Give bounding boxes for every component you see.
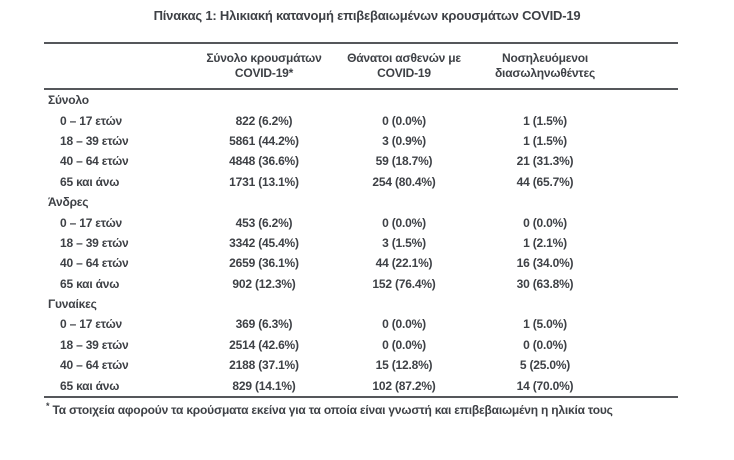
intubated-cell: 5 (25.0%) bbox=[519, 358, 571, 373]
cases-cell: 2514 (42.6%) bbox=[229, 337, 299, 352]
table-footnote: * Τα στοιχεία αφορούν τα κρούσματα εκείν… bbox=[46, 398, 706, 418]
age-cell: 0 – 17 ετών bbox=[60, 113, 123, 128]
intubated-cell: 1 (1.5%) bbox=[523, 133, 567, 148]
cases-cell: 822 (6.2%) bbox=[235, 113, 293, 128]
cases-cell: 2659 (36.1%) bbox=[229, 256, 299, 271]
section-row-men: Άνδρες bbox=[44, 192, 678, 212]
table-row: 0 – 17 ετών 453 (6.2%) 0 (0.0%) 0 (0.0%) bbox=[44, 212, 678, 232]
deaths-cell: 102 (87.2%) bbox=[372, 378, 436, 393]
section-row-women: Γυναίκες bbox=[44, 294, 678, 314]
cases-cell: 1731 (13.1%) bbox=[229, 174, 299, 189]
header-deaths: Θάνατοι ασθενών με COVID-19 bbox=[344, 51, 464, 81]
cases-cell: 2188 (37.1%) bbox=[229, 358, 299, 373]
age-cell: 40 – 64 ετών bbox=[60, 154, 129, 169]
intubated-cell: 1 (5.0%) bbox=[523, 317, 567, 332]
cases-cell: 829 (14.1%) bbox=[232, 378, 296, 393]
header-deaths-line2: COVID-19 bbox=[377, 66, 431, 80]
section-label: Σύνολο bbox=[48, 93, 89, 108]
age-cell: 0 – 17 ετών bbox=[60, 317, 123, 332]
deaths-cell: 0 (0.0%) bbox=[382, 113, 426, 128]
table-row: 18 – 39 ετών 5861 (44.2%) 3 (0.9%) 1 (1.… bbox=[44, 131, 678, 151]
intubated-cell: 21 (31.3%) bbox=[516, 154, 574, 169]
deaths-cell: 3 (0.9%) bbox=[382, 133, 426, 148]
header-total-cases: Σύνολο κρουσμάτων COVID-19* bbox=[184, 51, 344, 81]
header-intubated: Νοσηλευόμενοι διασωληνωθέντες bbox=[464, 51, 626, 81]
age-cell: 40 – 64 ετών bbox=[60, 358, 129, 373]
intubated-cell: 14 (70.0%) bbox=[516, 378, 574, 393]
age-cell: 40 – 64 ετών bbox=[60, 256, 129, 271]
table-row: 40 – 64 ετών 4848 (36.6%) 59 (18.7%) 21 … bbox=[44, 151, 678, 171]
header-deaths-line1: Θάνατοι ασθενών με bbox=[347, 51, 461, 65]
header-total-cases-line2: COVID-19* bbox=[234, 66, 294, 80]
table-row: 65 και άνω 902 (12.3%) 152 (76.4%) 30 (6… bbox=[44, 274, 678, 294]
section-label: Άνδρες bbox=[48, 195, 89, 210]
table-row: 0 – 17 ετών 369 (6.3%) 0 (0.0%) 1 (5.0%) bbox=[44, 314, 678, 334]
age-cell: 0 – 17 ετών bbox=[60, 215, 123, 230]
table-header-row: Σύνολο κρουσμάτων COVID-19* Θάνατοι ασθε… bbox=[44, 44, 678, 88]
age-cell: 65 και άνω bbox=[60, 174, 120, 189]
deaths-cell: 3 (1.5%) bbox=[382, 235, 426, 250]
deaths-cell: 152 (76.4%) bbox=[372, 276, 436, 291]
covid-age-distribution-table: Σύνολο κρουσμάτων COVID-19* Θάνατοι ασθε… bbox=[44, 42, 678, 398]
deaths-cell: 0 (0.0%) bbox=[382, 317, 426, 332]
section-label: Γυναίκες bbox=[48, 297, 97, 312]
intubated-cell: 16 (34.0%) bbox=[516, 256, 574, 271]
cases-cell: 3342 (45.4%) bbox=[229, 235, 299, 250]
deaths-cell: 0 (0.0%) bbox=[382, 337, 426, 352]
deaths-cell: 0 (0.0%) bbox=[382, 215, 426, 230]
footnote-text: Τα στοιχεία αφορούν τα κρούσματα εκείνα … bbox=[52, 403, 613, 417]
table-body: Σύνολο 0 – 17 ετών 822 (6.2%) 0 (0.0%) 1… bbox=[44, 90, 678, 396]
intubated-cell: 30 (63.8%) bbox=[516, 276, 574, 291]
age-cell: 18 – 39 ετών bbox=[60, 133, 129, 148]
header-intubated-line1: Νοσηλευόμενοι bbox=[502, 51, 588, 65]
table-top-rule bbox=[44, 42, 678, 44]
footnote-asterisk: * bbox=[46, 401, 50, 411]
deaths-cell: 15 (12.8%) bbox=[375, 358, 433, 373]
table-row: 18 – 39 ετών 2514 (42.6%) 0 (0.0%) 0 (0.… bbox=[44, 335, 678, 355]
intubated-cell: 44 (65.7%) bbox=[516, 174, 574, 189]
table-row: 18 – 39 ετών 3342 (45.4%) 3 (1.5%) 1 (2.… bbox=[44, 233, 678, 253]
cases-cell: 902 (12.3%) bbox=[232, 276, 296, 291]
age-cell: 18 – 39 ετών bbox=[60, 337, 129, 352]
intubated-cell: 0 (0.0%) bbox=[523, 215, 567, 230]
deaths-cell: 44 (22.1%) bbox=[375, 256, 433, 271]
table-row: 40 – 64 ετών 2659 (36.1%) 44 (22.1%) 16 … bbox=[44, 253, 678, 273]
table-row: 65 και άνω 1731 (13.1%) 254 (80.4%) 44 (… bbox=[44, 172, 678, 192]
age-cell: 18 – 39 ετών bbox=[60, 235, 129, 250]
cases-cell: 453 (6.2%) bbox=[235, 215, 293, 230]
age-cell: 65 και άνω bbox=[60, 378, 120, 393]
deaths-cell: 254 (80.4%) bbox=[372, 174, 436, 189]
table-header-rule bbox=[44, 88, 678, 90]
cases-cell: 369 (6.3%) bbox=[235, 317, 293, 332]
intubated-cell: 1 (2.1%) bbox=[523, 235, 567, 250]
table-title: Πίνακας 1: Ηλικιακή κατανομή επιβεβαιωμέ… bbox=[153, 8, 581, 23]
cases-cell: 5861 (44.2%) bbox=[229, 133, 299, 148]
table-bottom-rule bbox=[44, 395, 678, 398]
table-row: 0 – 17 ετών 822 (6.2%) 0 (0.0%) 1 (1.5%) bbox=[44, 110, 678, 130]
intubated-cell: 0 (0.0%) bbox=[523, 337, 567, 352]
age-cell: 65 και άνω bbox=[60, 276, 120, 291]
table-row: 40 – 64 ετών 2188 (37.1%) 15 (12.8%) 5 (… bbox=[44, 355, 678, 375]
intubated-cell: 1 (1.5%) bbox=[523, 113, 567, 128]
section-row-total: Σύνολο bbox=[44, 90, 678, 110]
header-total-cases-line1: Σύνολο κρουσμάτων bbox=[206, 51, 322, 65]
deaths-cell: 59 (18.7%) bbox=[375, 154, 433, 169]
table-row: 65 και άνω 829 (14.1%) 102 (87.2%) 14 (7… bbox=[44, 375, 678, 395]
header-intubated-line2: διασωληνωθέντες bbox=[494, 66, 595, 80]
cases-cell: 4848 (36.6%) bbox=[229, 154, 299, 169]
